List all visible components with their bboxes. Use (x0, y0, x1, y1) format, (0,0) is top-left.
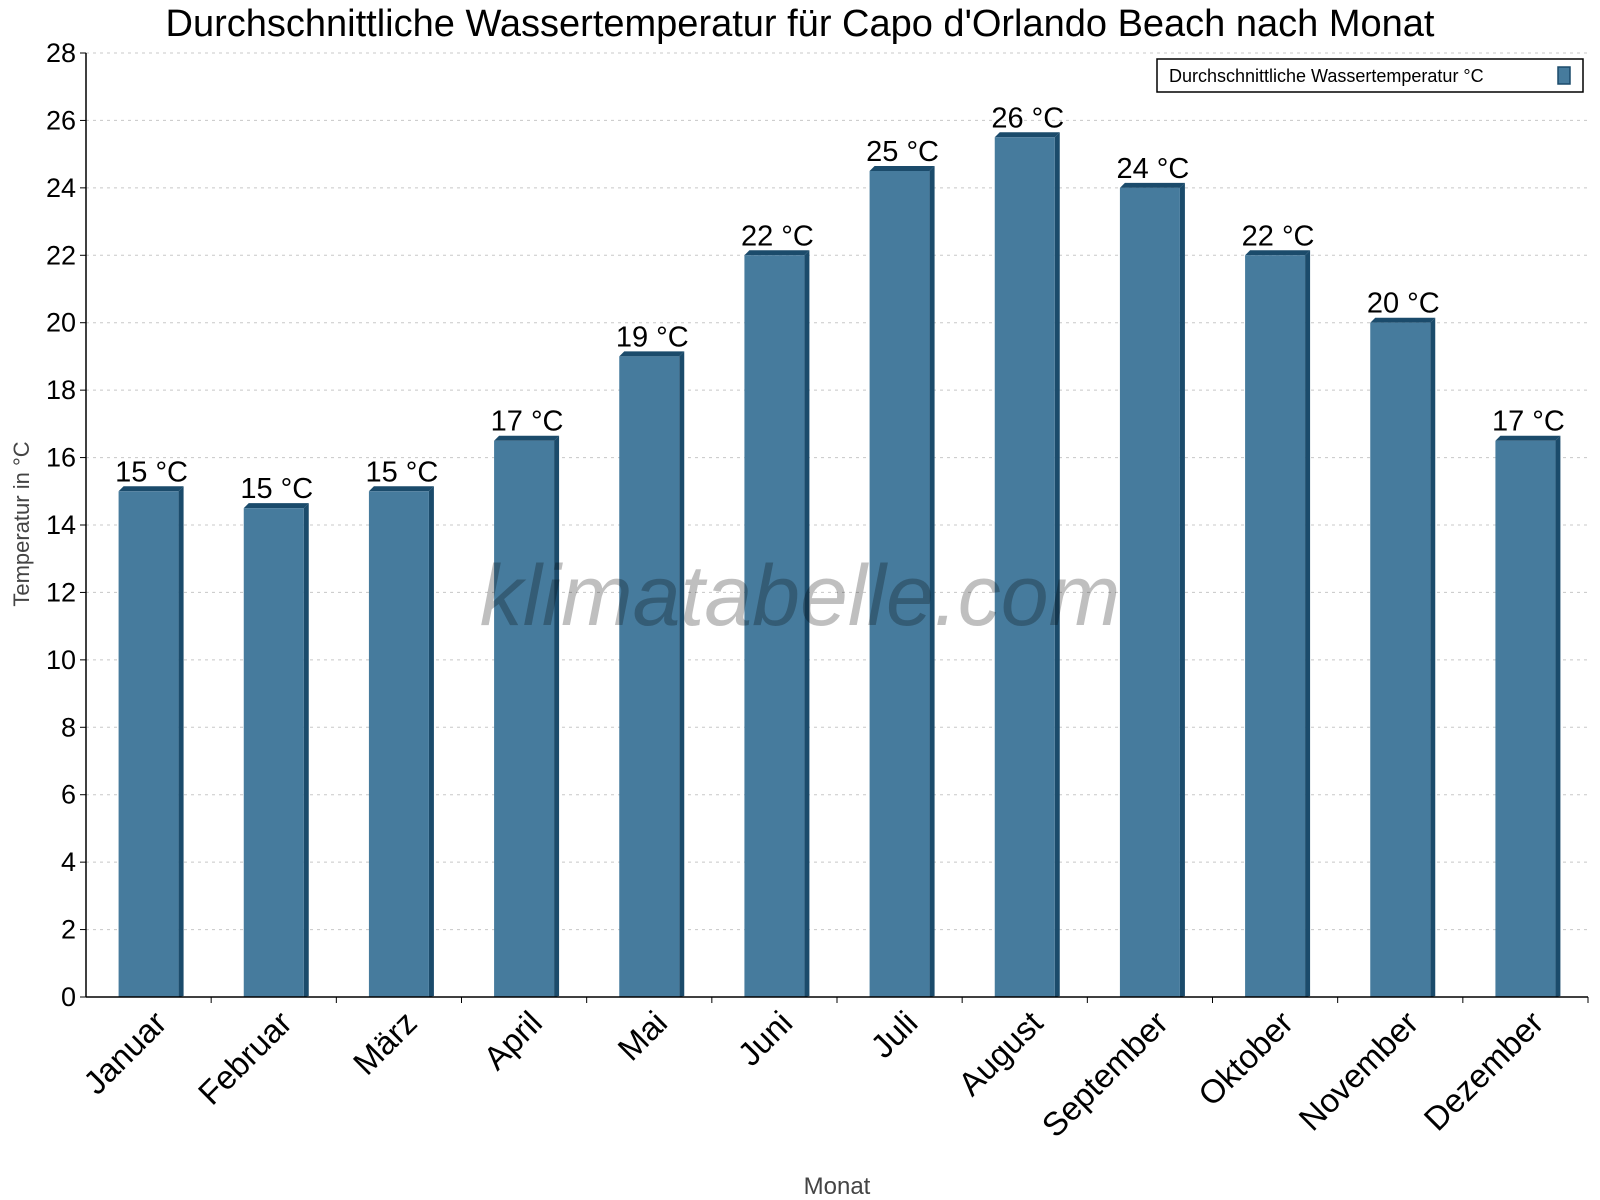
data-label: 15 °C (240, 473, 313, 505)
x-tick-label: Januar (76, 1004, 174, 1102)
bar-top (1245, 250, 1311, 256)
x-tick-label: Februar (191, 1004, 299, 1112)
x-tick-label: April (476, 1004, 549, 1077)
bar-top (1370, 317, 1436, 323)
y-tick-label: 20 (46, 308, 76, 338)
bar-top (744, 250, 810, 256)
bar-side (679, 351, 685, 997)
bar-side (554, 435, 560, 997)
bar-side (1054, 132, 1060, 998)
watermark: klimatabelle.com (480, 548, 1120, 644)
y-tick-label: 28 (46, 38, 76, 68)
data-label: 15 °C (115, 456, 188, 488)
data-label: 20 °C (1367, 288, 1440, 320)
x-tick-label: Mai (610, 1004, 674, 1068)
bar-top (368, 486, 434, 492)
bar (619, 356, 680, 997)
y-axis-label: Temperatur in °C (9, 441, 34, 606)
y-tick-label: 12 (46, 577, 76, 607)
bar (994, 137, 1055, 998)
x-tick-label: Oktober (1191, 1004, 1300, 1113)
bar (869, 171, 930, 997)
y-tick-label: 18 (46, 375, 76, 405)
bar (243, 508, 304, 997)
bar-top (494, 435, 560, 441)
y-tick-label: 24 (46, 173, 76, 203)
bar-top (994, 132, 1060, 138)
bars (118, 132, 1561, 998)
data-label: 19 °C (616, 321, 689, 353)
bar (494, 440, 555, 997)
data-label: 15 °C (365, 456, 438, 488)
bar (368, 491, 429, 997)
y-tick-label: 26 (46, 105, 76, 135)
x-tick-label: Juli (863, 1004, 924, 1065)
y-tick-label: 8 (61, 712, 76, 742)
x-tick-label: März (346, 1004, 424, 1082)
y-tick-label: 4 (61, 847, 76, 877)
bar-side (1179, 182, 1185, 997)
bar-side (303, 503, 309, 997)
bar (1245, 255, 1306, 998)
x-tick-label: November (1291, 1004, 1425, 1138)
data-label: 25 °C (866, 136, 939, 168)
data-label: 24 °C (1116, 153, 1189, 185)
legend: Durchschnittliche Wassertemperatur °C (1156, 58, 1584, 93)
x-tick-label: August (951, 1004, 1050, 1103)
y-tick-label: 2 (61, 915, 76, 945)
gridlines (86, 52, 1588, 931)
bar-side (804, 250, 810, 998)
y-tick-label: 14 (46, 510, 76, 540)
chart-title: Durchschnittliche Wassertemperatur für C… (166, 3, 1435, 45)
bar-side (178, 486, 184, 997)
y-tick-label: 0 (61, 982, 76, 1012)
bar-side (1430, 317, 1436, 997)
legend-swatch (1557, 66, 1571, 85)
bar (1370, 322, 1431, 997)
y-tick-label: 22 (46, 240, 76, 270)
bar (118, 491, 179, 997)
data-label: 17 °C (1492, 406, 1565, 438)
y-tick-label: 6 (61, 780, 76, 810)
data-labels: 15 °C 15 °C 15 °C 17 °C 19 °C 22 °C 25 °C 26 °C… (115, 102, 1565, 505)
bar (1495, 440, 1556, 997)
data-label: 22 °C (741, 220, 814, 252)
x-tick-label: Dezember (1417, 1004, 1551, 1138)
bar-top (118, 486, 184, 492)
x-axis-label: Monat (804, 1173, 871, 1200)
bar-side (1305, 250, 1311, 998)
x-tick-label: Juni (730, 1004, 799, 1073)
bar-top (619, 351, 685, 357)
x-tick-label: September (1035, 1004, 1175, 1144)
legend-label: Durchschnittliche Wassertemperatur °C (1169, 66, 1484, 86)
bar-top (243, 503, 309, 509)
data-label: 26 °C (991, 102, 1064, 134)
bar-side (1555, 435, 1561, 997)
bar (744, 255, 805, 998)
y-tick-label: 10 (46, 645, 76, 675)
y-tick-label: 16 (46, 443, 76, 473)
bar-top (1119, 182, 1185, 188)
data-label: 17 °C (491, 406, 564, 438)
bar-top (1495, 435, 1561, 441)
data-label: 22 °C (1242, 220, 1315, 252)
bar (1119, 187, 1180, 997)
bar-side (929, 166, 935, 997)
bar-top (869, 166, 935, 171)
bar-side (428, 486, 434, 997)
